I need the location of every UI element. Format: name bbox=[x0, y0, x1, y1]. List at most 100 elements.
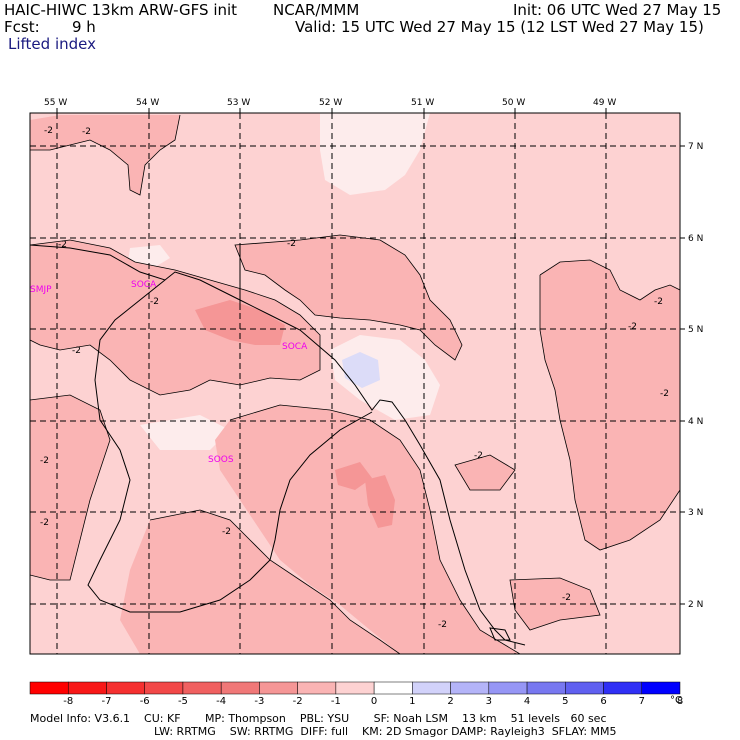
org-label: NCAR/MMM bbox=[273, 1, 360, 19]
lat-label: 3 N bbox=[688, 508, 703, 518]
lat-label: 2 N bbox=[688, 600, 703, 610]
colorbar-swatch bbox=[220, 681, 260, 695]
field-band-west bbox=[30, 240, 320, 395]
field-core-south bbox=[365, 475, 395, 528]
lon-ticks bbox=[56, 108, 607, 113]
field-band-south bbox=[120, 510, 400, 654]
colorbar-swatch bbox=[67, 681, 107, 695]
lat-ticks bbox=[680, 145, 685, 605]
lon-label: 51 W bbox=[411, 98, 434, 108]
contour-label: -2 bbox=[40, 456, 49, 466]
field-near-zero-north bbox=[320, 113, 430, 195]
lat-label: 4 N bbox=[688, 417, 703, 427]
contour-label: -2 bbox=[562, 593, 571, 603]
lon-label: 54 W bbox=[136, 98, 159, 108]
contour-label: -2 bbox=[58, 240, 67, 250]
lat-label: 5 N bbox=[688, 325, 703, 335]
field-band-north-central bbox=[235, 235, 462, 360]
contour-labels: -2 -2 -2 -2 -2 -2 -2 -2 -2 -2 -2 -2 -2 -… bbox=[40, 126, 669, 630]
colorbar-swatch bbox=[182, 681, 222, 695]
contour-lines bbox=[30, 114, 680, 654]
contour-label: -2 bbox=[287, 239, 296, 249]
contour-label: -2 bbox=[222, 527, 231, 537]
model-title: HAIC-HIWC 13km ARW-GFS init bbox=[4, 1, 238, 19]
field-band-small-east bbox=[455, 455, 515, 490]
forecast-hour: 9 h bbox=[72, 18, 96, 36]
contour-label: -2 bbox=[628, 322, 637, 332]
field-band-southwest bbox=[30, 395, 110, 580]
lon-label: 49 W bbox=[593, 98, 616, 108]
field-title: Lifted index bbox=[8, 35, 96, 53]
colorbar-label: 5 bbox=[562, 696, 568, 707]
colorbar-swatch bbox=[641, 681, 681, 695]
colorbar-label: 1 bbox=[409, 696, 415, 707]
colorbar-label: -2 bbox=[293, 696, 303, 707]
station-label: SMJP bbox=[30, 285, 52, 295]
field-band-center-south bbox=[215, 405, 520, 654]
colorbar-swatch bbox=[335, 681, 375, 695]
footer-physics-info: LW: RRTMG SW: RRTMG DIFF: full KM: 2D Sm… bbox=[154, 725, 617, 738]
colorbar-label: 4 bbox=[524, 696, 530, 707]
colorbar-label: 8 bbox=[677, 696, 683, 707]
contour-label: -2 bbox=[474, 451, 483, 461]
colorbar-label: -5 bbox=[178, 696, 188, 707]
field-core-west bbox=[195, 300, 285, 345]
contour-label: -2 bbox=[82, 127, 91, 137]
colorbar-label: -1 bbox=[331, 696, 341, 707]
colorbar-swatch bbox=[106, 681, 145, 695]
contour-label: -2 bbox=[150, 297, 159, 307]
map-field bbox=[30, 113, 680, 654]
field-band-north bbox=[30, 115, 180, 195]
colorbar-swatch bbox=[450, 681, 490, 695]
field-near-zero-southwest bbox=[140, 415, 230, 450]
lon-label: 55 W bbox=[44, 98, 67, 108]
contour-label: -2 bbox=[654, 297, 663, 307]
colorbar-swatch bbox=[259, 681, 298, 695]
colorbar-label: -3 bbox=[254, 696, 264, 707]
colorbar-label: -6 bbox=[140, 696, 150, 707]
colorbar-unit: °C bbox=[670, 695, 682, 706]
colorbar-swatch bbox=[565, 681, 604, 695]
field-band-east bbox=[540, 260, 680, 550]
station-labels: SMJP SOCA SOCA SOOS bbox=[30, 280, 308, 465]
colorbar-label: 3 bbox=[486, 696, 492, 707]
field-positive-spot bbox=[342, 352, 380, 388]
lon-label: 50 W bbox=[502, 98, 525, 108]
colorbar-label: 6 bbox=[600, 696, 606, 707]
colorbar-label: 7 bbox=[639, 696, 645, 707]
init-time: Init: 06 UTC Wed 27 May 15 bbox=[513, 1, 722, 19]
colorbar-swatch bbox=[526, 681, 566, 695]
lat-label: 7 N bbox=[688, 142, 703, 152]
lon-labels: 55 W 54 W 53 W 52 W 51 W 50 W 49 W bbox=[44, 98, 616, 108]
contour-label: -2 bbox=[72, 346, 81, 356]
contour-label: -2 bbox=[438, 620, 447, 630]
contour-label: -2 bbox=[40, 518, 49, 528]
field-core-south-small bbox=[335, 462, 372, 490]
contour-label: -2 bbox=[660, 389, 669, 399]
lon-label: 52 W bbox=[319, 98, 342, 108]
colorbar-swatch bbox=[144, 681, 184, 695]
colorbar-swatch bbox=[297, 681, 337, 695]
colorbar-label: 2 bbox=[447, 696, 453, 707]
lat-label: 6 N bbox=[688, 234, 703, 244]
lat-lon-grid bbox=[30, 113, 680, 654]
footer-model-info: Model Info: V3.6.1 CU: KF MP: Thompson P… bbox=[30, 712, 607, 725]
colorbar-label: -8 bbox=[63, 696, 73, 707]
lat-labels: 7 N 6 N 5 N 4 N 3 N 2 N bbox=[688, 142, 703, 610]
colorbar-swatch bbox=[29, 681, 69, 695]
contour-label: -2 bbox=[44, 126, 53, 136]
colorbar-label: -7 bbox=[101, 696, 111, 707]
colorbar-label: -4 bbox=[216, 696, 226, 707]
colorbar-swatch bbox=[373, 681, 413, 695]
colorbar-swatch bbox=[412, 681, 451, 695]
map-frame bbox=[29, 112, 681, 655]
station-label: SOCA bbox=[131, 280, 157, 290]
valid-time: Valid: 15 UTC Wed 27 May 15 (12 LST Wed … bbox=[295, 18, 704, 36]
colorbar: -8 -7 -6 -5 -4 -3 -2 -1 0 1 2 3 4 5 6 7 8 bbox=[29, 681, 683, 707]
colorbar-swatch bbox=[488, 681, 528, 695]
station-label: SOOS bbox=[208, 455, 234, 465]
forecast-label: Fcst: bbox=[4, 18, 40, 36]
station-label: SOCA bbox=[282, 342, 308, 352]
lon-label: 53 W bbox=[227, 98, 250, 108]
